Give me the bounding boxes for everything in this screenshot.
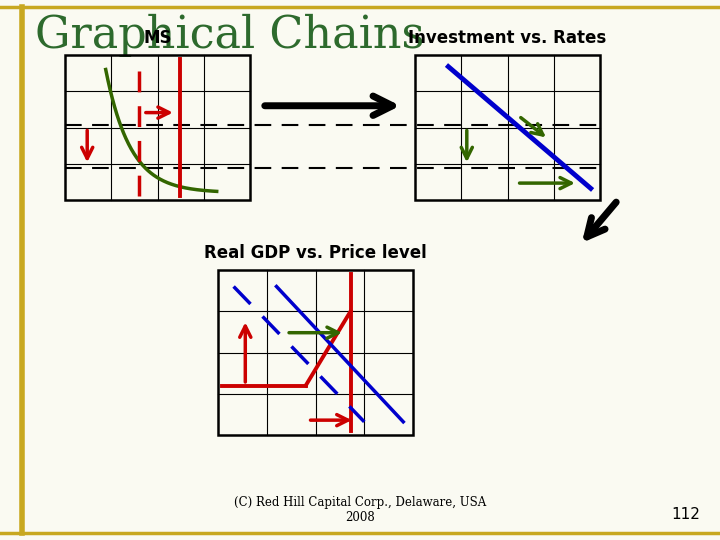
Text: (C) Red Hill Capital Corp., Delaware, USA
2008: (C) Red Hill Capital Corp., Delaware, US… — [234, 496, 486, 524]
Text: Investment vs. Rates: Investment vs. Rates — [408, 29, 607, 47]
Text: 112: 112 — [671, 507, 700, 522]
Text: Graphical Chains: Graphical Chains — [35, 14, 424, 57]
Text: Real GDP vs. Price level: Real GDP vs. Price level — [204, 244, 427, 262]
Text: MS: MS — [143, 29, 172, 47]
